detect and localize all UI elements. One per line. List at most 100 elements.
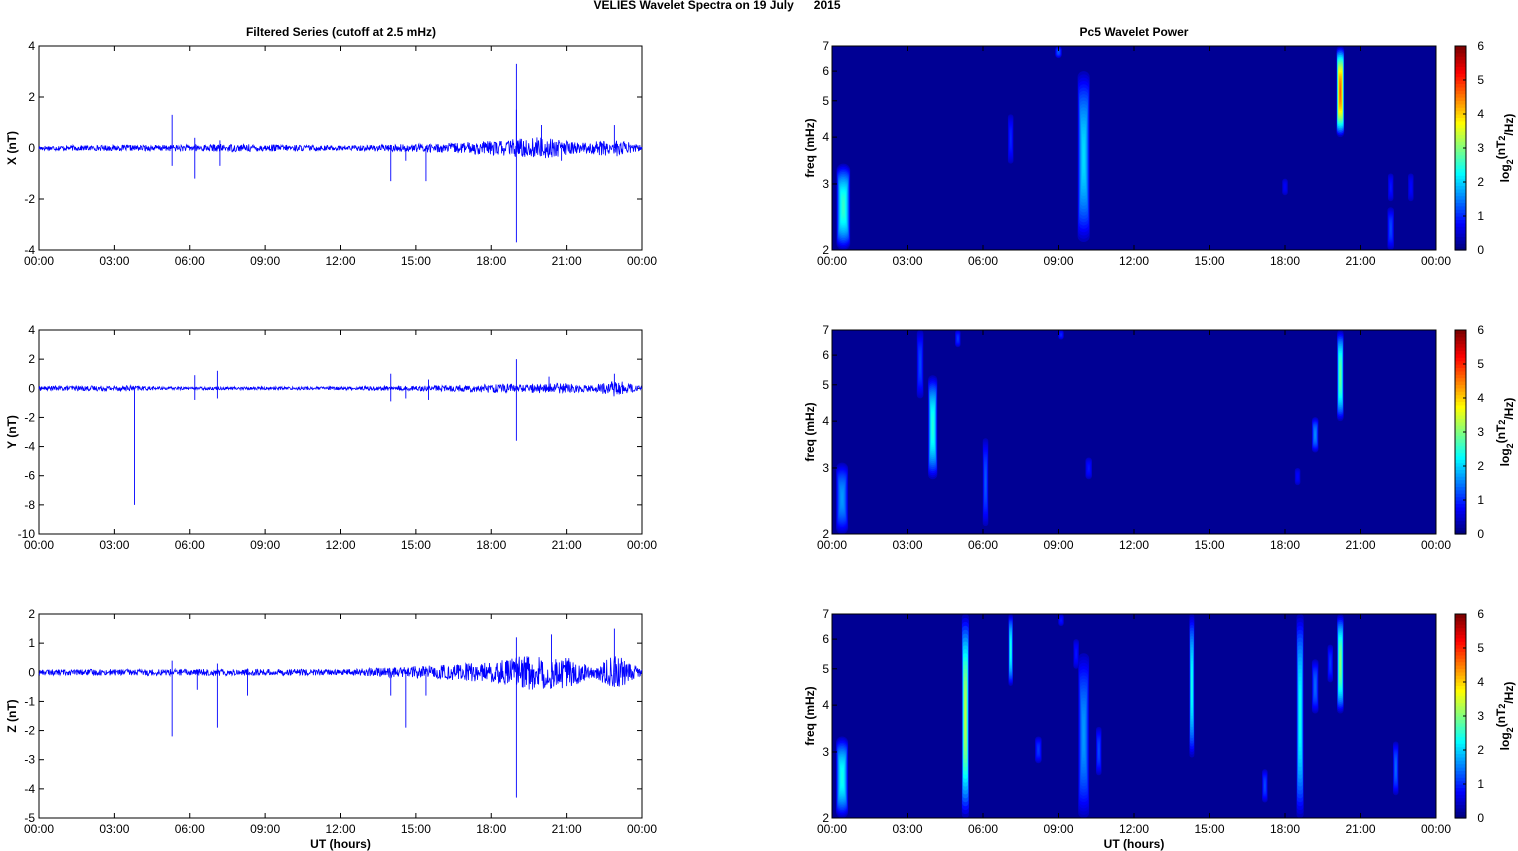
x-wavelet-colorbar-step: [1455, 212, 1466, 217]
x-wavelet-xtick-label: 15:00: [1194, 254, 1224, 268]
x-wavelet-colorbar-step: [1455, 202, 1466, 207]
x-wavelet-colorbar-step: [1455, 154, 1466, 159]
y-wavelet-colorbar-step: [1455, 364, 1466, 368]
z-wavelet-colorbar-step: [1455, 787, 1466, 792]
y-wavelet-xtick-label: 09:00: [1043, 538, 1073, 552]
x-wavelet-colorbar-step: [1455, 117, 1466, 122]
y-wavelet-colorbar-step: [1455, 343, 1466, 348]
z-wavelet-power-ridge: [964, 712, 966, 720]
y-wavelet-colorbar-step: [1455, 360, 1466, 365]
y-xtick-label: 18:00: [476, 538, 506, 552]
y-wavelet-xtick-label: 12:00: [1119, 538, 1149, 552]
y-wavelet-colorbar-step: [1455, 513, 1466, 518]
z-wavelet-colorbar-tick-label: 4: [1477, 675, 1484, 689]
x-xtick-label: 06:00: [175, 254, 205, 268]
z-wavelet-colorbar-tick-label: 2: [1477, 743, 1484, 757]
z-xtick-label: 06:00: [175, 822, 205, 836]
x-wavelet-power-ridge: [1390, 227, 1392, 230]
z-wavelet-colorbar-step: [1455, 631, 1466, 635]
y-wavelet-colorbar-tick-label: 6: [1477, 323, 1484, 337]
y-wavelet-colorbar-step: [1455, 510, 1466, 515]
y-wavelet-panel: 2 3 4 5 6 7 00:00 03:00 06:00 09:00 12:00 15:00 18:0…: [803, 323, 1516, 552]
x-wavelet-colorbar-step: [1455, 69, 1466, 74]
x-wavelet-xtick-label: 00:00: [817, 254, 847, 268]
z-wavelet-colorbar-step: [1455, 811, 1466, 816]
z-wavelet-ytick-label: 7: [822, 607, 829, 621]
x-wavelet-power-ridge: [1010, 138, 1012, 140]
y-wavelet-colorbar-step: [1455, 425, 1466, 430]
z-wavelet-colorbar-step: [1455, 716, 1466, 720]
y-xtick-label: 15:00: [401, 538, 431, 552]
z-wavelet-colorbar-step: [1455, 705, 1466, 710]
z-wavelet-colorbar-step: [1455, 654, 1466, 659]
x-wavelet-xtick-label: 06:00: [968, 254, 998, 268]
z-wavelet-colorbar-step: [1455, 722, 1466, 727]
y-wavelet-power-ridge: [932, 425, 934, 430]
z-wavelet-colorbar-step: [1455, 712, 1466, 717]
z-wavelet-colorbar-step: [1455, 668, 1466, 673]
z-wavelet-colorbar-step: [1455, 709, 1466, 714]
z-wavelet-xtick-label: 06:00: [968, 822, 998, 836]
x-wavelet-colorbar-step: [1455, 141, 1466, 146]
x-wavelet-colorbar-step: [1455, 86, 1466, 91]
z-wavelet-colorbar-step: [1455, 773, 1466, 778]
y-wavelet-colorbar-step: [1455, 500, 1466, 504]
z-wavelet-colorbar-step: [1455, 746, 1466, 751]
x-wavelet-colorbar-step: [1455, 93, 1466, 98]
y-wavelet-colorbar-step: [1455, 421, 1466, 426]
x-wavelet-colorbar-step: [1455, 222, 1466, 227]
z-wavelet-colorbar-tick-label: 0: [1477, 811, 1484, 825]
y-wavelet-colorbar-step: [1455, 333, 1466, 338]
x-wavelet-colorbar-step: [1455, 151, 1466, 156]
z-wavelet-xtick-label: 12:00: [1119, 822, 1149, 836]
y-wavelet-colorbar-step: [1455, 432, 1466, 436]
y-wavelet-colorbar-step: [1455, 353, 1466, 358]
x-wavelet-colorbar-step: [1455, 127, 1466, 132]
x-wavelet-colorbar-step: [1455, 100, 1466, 105]
z-wavelet-colorbar-step: [1455, 671, 1466, 676]
z-wavelet-colorbar-step: [1455, 692, 1466, 697]
x-wavelet-colorbar-tick-label: 4: [1477, 107, 1484, 121]
y-wavelet-colorbar-step: [1455, 503, 1466, 508]
x-wavelet-ytick-label: 5: [822, 94, 829, 108]
z-wavelet-colorbar-label: log2(nT2/Hz): [1494, 682, 1516, 751]
y-wavelet-xtick-label: 00:00: [1421, 538, 1451, 552]
y-wavelet-power-ridge: [957, 338, 959, 339]
z-wavelet-power-ridge: [1083, 732, 1085, 739]
y-wavelet-colorbar-step: [1455, 442, 1466, 447]
x-wavelet-colorbar-step: [1455, 243, 1466, 248]
x-wavelet-xtick-label: 18:00: [1270, 254, 1300, 268]
x-wavelet-colorbar-step: [1455, 205, 1466, 210]
x-wavelet-colorbar-step: [1455, 165, 1466, 169]
z-wavelet-colorbar-step: [1455, 719, 1466, 724]
x-series-panel: 420-2-400:00 03:00 06:00 09:00 12:00 15:00 18:…: [5, 39, 657, 268]
z-wavelet-colorbar-step: [1455, 627, 1466, 632]
y-wavelet-colorbar-step: [1455, 459, 1466, 464]
x-ylabel: X (nT): [5, 131, 19, 165]
y-wavelet-colorbar-step: [1455, 336, 1466, 341]
x-wavelet-colorbar-tick-label: 3: [1477, 141, 1484, 155]
z-wavelet-colorbar-step: [1455, 661, 1466, 666]
y-wavelet-ytick-label: 3: [822, 461, 829, 475]
z-wavelet-ytick-label: 5: [822, 662, 829, 676]
z-wavelet-colorbar-step: [1455, 614, 1466, 618]
y-xtick-label: 00:00: [627, 538, 657, 552]
y-xtick-label: 09:00: [250, 538, 280, 552]
y-wavelet-colorbar-tick-label: 2: [1477, 459, 1484, 473]
x-wavelet-ytick-label: 4: [822, 130, 829, 144]
x-wavelet-colorbar-step: [1455, 76, 1466, 81]
x-wavelet-colorbar-step: [1455, 114, 1466, 118]
y-wavelet-xtick-label: 06:00: [968, 538, 998, 552]
z-ytick-label: -4: [24, 782, 35, 796]
z-xtick-label: 18:00: [476, 822, 506, 836]
x-ytick-label: 2: [28, 90, 35, 104]
z-wavelet-colorbar-step: [1455, 770, 1466, 775]
z-wavelet-xtick-label: 18:00: [1270, 822, 1300, 836]
z-xtick-label: 00:00: [627, 822, 657, 836]
z-wavelet-colorbar-step: [1455, 651, 1466, 656]
x-xtick-label: 00:00: [24, 254, 54, 268]
x-wavelet-colorbar-step: [1455, 182, 1466, 186]
z-wavelet-xtick-label: 15:00: [1194, 822, 1224, 836]
y-wavelet-colorbar-step: [1455, 476, 1466, 481]
